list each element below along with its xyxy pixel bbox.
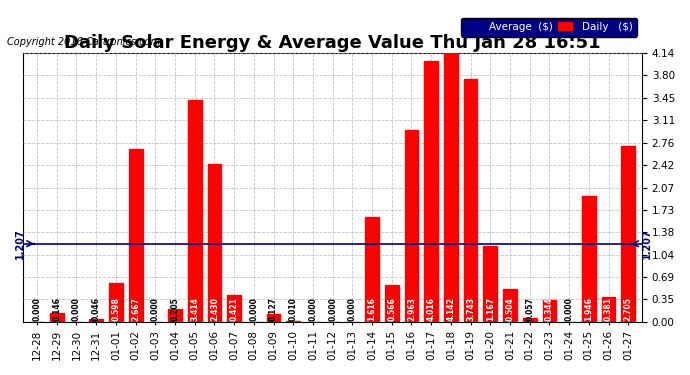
Bar [50,313,63,322]
Bar [602,297,615,322]
Bar [385,285,399,322]
Text: 0.000: 0.000 [249,298,258,321]
Text: 0.504: 0.504 [506,298,515,321]
Text: 2.667: 2.667 [131,297,140,321]
Text: 1.946: 1.946 [584,298,593,321]
Bar [227,295,241,322]
Text: 0.000: 0.000 [32,298,41,321]
Text: 1.616: 1.616 [368,298,377,321]
Text: 0.421: 0.421 [230,298,239,321]
Bar [188,100,201,322]
Bar [129,149,143,322]
Text: 1.207: 1.207 [15,228,26,259]
Text: 4.142: 4.142 [446,298,455,321]
Text: 2.963: 2.963 [407,298,416,321]
Text: 3.743: 3.743 [466,297,475,321]
Bar [484,246,497,322]
Text: 0.598: 0.598 [111,298,121,321]
Text: 2.430: 2.430 [210,298,219,321]
Text: 0.146: 0.146 [52,298,61,321]
Title: Daily Solar Energy & Average Value Thu Jan 28 16:51: Daily Solar Energy & Average Value Thu J… [64,33,601,51]
Text: 0.046: 0.046 [92,298,101,321]
Bar [266,314,280,322]
Text: 0.057: 0.057 [525,298,534,321]
Bar [404,130,418,322]
Text: 3.414: 3.414 [190,298,199,321]
Bar [168,309,182,322]
Bar [365,217,379,322]
Text: 2.705: 2.705 [624,298,633,321]
Text: Copyright 2016 Cartronics.com: Copyright 2016 Cartronics.com [7,37,160,47]
Bar [503,290,517,322]
Text: 0.127: 0.127 [269,297,278,321]
Bar [542,300,556,322]
Text: 0.000: 0.000 [308,298,317,321]
Bar [523,318,537,322]
Text: 0.000: 0.000 [328,298,337,321]
Bar [464,79,477,322]
Text: 0.381: 0.381 [604,297,613,321]
Bar [424,61,438,322]
Text: 1.167: 1.167 [486,297,495,321]
Bar [621,146,635,322]
Text: 0.000: 0.000 [151,298,160,321]
Legend: Average  ($), Daily   ($): Average ($), Daily ($) [461,18,637,36]
Bar [286,321,300,322]
Text: 0.205: 0.205 [170,298,179,321]
Text: 0.566: 0.566 [387,298,396,321]
Bar [109,283,123,322]
Text: 0.000: 0.000 [348,298,357,321]
Text: 0.000: 0.000 [72,298,81,321]
Text: 0.010: 0.010 [288,298,298,321]
Bar [89,319,103,322]
Text: 1.207: 1.207 [642,228,652,259]
Bar [208,164,221,322]
Bar [582,196,595,322]
Bar [444,53,457,322]
Text: 0.000: 0.000 [564,298,573,321]
Text: 0.344: 0.344 [545,298,554,321]
Text: 4.016: 4.016 [426,298,435,321]
